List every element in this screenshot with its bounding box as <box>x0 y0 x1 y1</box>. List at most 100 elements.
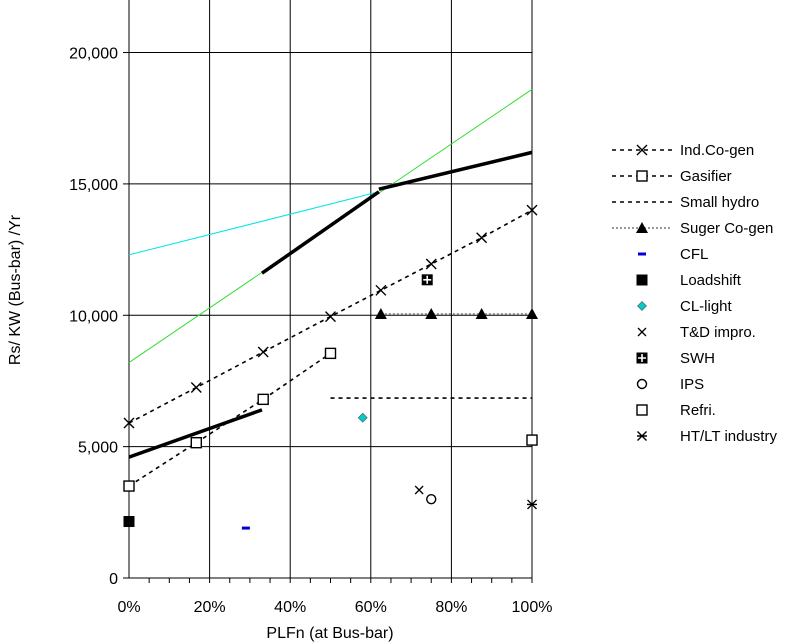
marker-x <box>414 485 424 495</box>
marker-triangle <box>425 307 438 319</box>
legend-item: Suger Co-gen <box>612 220 773 237</box>
data-point <box>324 347 337 360</box>
data-point <box>357 412 368 423</box>
marker-triangle <box>374 307 387 319</box>
data-point <box>190 436 203 449</box>
legend-label: Gasifier <box>680 168 732 185</box>
marker-x <box>325 311 336 323</box>
y-tick-label: 0 <box>109 571 118 588</box>
legend-item: CL-light <box>637 298 733 315</box>
marker-square <box>636 170 648 182</box>
marker-square <box>526 434 538 446</box>
data-point <box>527 499 537 510</box>
legend-marker <box>636 404 648 416</box>
legend-label: SWH <box>680 350 715 367</box>
data-point <box>476 232 488 244</box>
data-point <box>123 480 135 492</box>
marker-diamond <box>637 301 647 311</box>
marker-x <box>257 346 269 358</box>
x-tick-label: 40% <box>274 599 306 616</box>
legend-marker <box>636 170 648 182</box>
legend-item: Refri. <box>636 402 716 419</box>
marker-dash <box>241 526 250 530</box>
marker-x <box>123 417 135 429</box>
legend-item: Loadshift <box>636 272 742 289</box>
data-point <box>414 485 424 495</box>
data-point <box>475 307 488 319</box>
marker-x <box>375 284 387 296</box>
legend-item: T&D impro. <box>637 324 756 341</box>
legend-marker <box>637 327 647 337</box>
x-tick-label: 20% <box>194 599 226 616</box>
data-point <box>526 204 538 216</box>
legend: Ind.Co-gen Gasifier Small hydro Suger Co-ge… <box>612 142 777 445</box>
data-point <box>375 284 387 296</box>
legend-marker <box>636 274 648 286</box>
marker-square <box>123 480 135 492</box>
marker-square <box>257 393 269 406</box>
legend-label: Small hydro <box>680 194 759 211</box>
marker-triangle <box>526 307 538 319</box>
legend-label: Suger Co-gen <box>680 220 773 237</box>
trend-line <box>378 150 533 191</box>
trend-line <box>128 191 379 256</box>
legend-marker <box>636 222 648 233</box>
marker-square <box>636 404 648 416</box>
legend-item: CFL <box>638 246 708 263</box>
data-point <box>241 526 250 530</box>
legend-label: IPS <box>680 376 704 393</box>
data-point <box>421 274 433 286</box>
data-point <box>374 307 387 319</box>
marker-plus <box>423 275 432 284</box>
data-point <box>123 516 135 528</box>
marker-diamond <box>357 412 368 423</box>
marker-plus <box>638 354 646 362</box>
marker-x <box>636 144 648 156</box>
x-tick-label: 0% <box>117 599 140 616</box>
legend-label: HT/LT industry <box>680 428 777 445</box>
trend-lines <box>128 88 533 459</box>
legend-item: Ind.Co-gen <box>612 142 754 159</box>
axes: 0% 20% 40% 60% 80% 100% 0 5,000 10,000 15,000 20,0… <box>69 0 552 616</box>
y-tick-label: 15,000 <box>69 177 118 194</box>
marker-asterisk <box>637 431 647 441</box>
legend-marker <box>636 144 648 156</box>
legend-marker <box>638 252 646 256</box>
legend-label: Loadshift <box>680 272 742 289</box>
data-point <box>257 393 269 406</box>
legend-label: T&D impro. <box>680 324 756 341</box>
y-axis-title: Rs/ KW (Bus-bar) /Yr <box>7 214 24 365</box>
data-point <box>425 307 438 319</box>
marker-circle <box>636 378 648 390</box>
legend-item: IPS <box>636 376 704 393</box>
data-point <box>425 258 437 270</box>
marker-x <box>526 204 538 216</box>
data-point <box>123 417 135 429</box>
series <box>123 204 538 530</box>
series-line <box>128 209 533 424</box>
y-tick-label: 10,000 <box>69 308 118 325</box>
data-point <box>526 434 538 446</box>
marker-triangle <box>475 307 488 319</box>
legend-marker <box>636 352 648 364</box>
legend-label: CL-light <box>680 298 733 315</box>
marker-dash <box>638 252 646 256</box>
legend-item: SWH <box>636 350 715 367</box>
data-point <box>190 382 202 394</box>
series-line <box>128 352 331 487</box>
legend-item: HT/LT industry <box>637 428 777 445</box>
marker-x <box>190 382 202 394</box>
y-tick-label: 5,000 <box>78 440 118 457</box>
legend-label: Refri. <box>680 402 716 419</box>
marker-triangle <box>636 222 648 233</box>
marker-square <box>123 516 135 528</box>
legend-marker <box>637 431 647 441</box>
legend-label: CFL <box>680 246 708 263</box>
grid <box>129 0 533 578</box>
marker-circle <box>426 493 437 505</box>
x-axis-title: PLFn (at Bus-bar) <box>266 625 393 642</box>
marker-x <box>425 258 437 270</box>
legend-label: Ind.Co-gen <box>680 142 754 159</box>
legend-marker <box>637 301 647 311</box>
x-tick-label: 60% <box>355 599 387 616</box>
